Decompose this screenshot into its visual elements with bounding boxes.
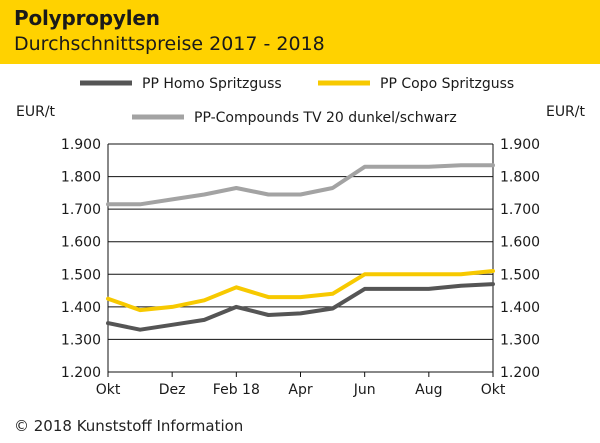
y-tick-label-left: 1.900 [61, 137, 101, 153]
series-line-compounds [106, 163, 495, 207]
y-tick-labels: 1.900 1.900 1.800 1.800 1.700 1.700 1.600 1.600… [61, 137, 540, 381]
x-tick-label: Okt [481, 382, 506, 398]
y-tick-label-right: 1.600 [500, 235, 540, 251]
y-tick-label-right: 1.500 [500, 267, 540, 283]
x-tick-labels: Okt Dez Feb 18 Apr Jun Aug Okt [96, 382, 506, 398]
y-tick-label-left: 1.800 [61, 170, 101, 186]
series-lines [106, 163, 495, 332]
header-banner: Polypropylen Durchschnittspreise 2017 - … [0, 0, 600, 64]
y-tick-label-left: 1.200 [61, 365, 101, 381]
y-tick-label-left: 1.700 [61, 202, 101, 218]
series-line-copo [106, 269, 495, 313]
y-tick-label-left: 1.400 [61, 300, 101, 316]
x-tick-label: Feb 18 [213, 382, 260, 398]
y-tick-label-right: 1.200 [500, 365, 540, 381]
line-chart: PP Homo Spritzguss PP Copo Spritzguss PP… [16, 76, 586, 398]
series-line-homo [106, 282, 495, 332]
y-tick-label-right: 1.900 [500, 137, 540, 153]
y-axis-unit-left: EUR/t [16, 104, 56, 120]
y-tick-label-right: 1.800 [500, 170, 540, 186]
chart-subtitle: Durchschnittspreise 2017 - 2018 [14, 33, 325, 55]
y-tick-label-right: 1.700 [500, 202, 540, 218]
x-tick-label: Dez [159, 382, 186, 398]
copyright-notice: © 2018 Kunststoff Information [14, 417, 244, 435]
x-tick-label: Jun [353, 382, 376, 398]
x-tick-label: Apr [288, 382, 312, 398]
y-tick-label-right: 1.300 [500, 332, 540, 348]
y-tick-label-left: 1.600 [61, 235, 101, 251]
legend: PP Homo Spritzguss PP Copo Spritzguss PP… [80, 76, 514, 126]
chart-title: Polypropylen [14, 6, 160, 30]
y-tick-label-left: 1.300 [61, 332, 101, 348]
legend-label-homo: PP Homo Spritzguss [142, 76, 282, 92]
grid-lines [107, 143, 494, 377]
legend-label-copo: PP Copo Spritzguss [380, 76, 514, 92]
legend-label-compounds: PP-Compounds TV 20 dunkel/schwarz [194, 110, 457, 126]
y-tick-label-right: 1.400 [500, 300, 540, 316]
y-tick-label-left: 1.500 [61, 267, 101, 283]
y-axis-unit-right: EUR/t [546, 104, 586, 120]
x-tick-label: Okt [96, 382, 121, 398]
x-tick-label: Aug [415, 382, 442, 398]
